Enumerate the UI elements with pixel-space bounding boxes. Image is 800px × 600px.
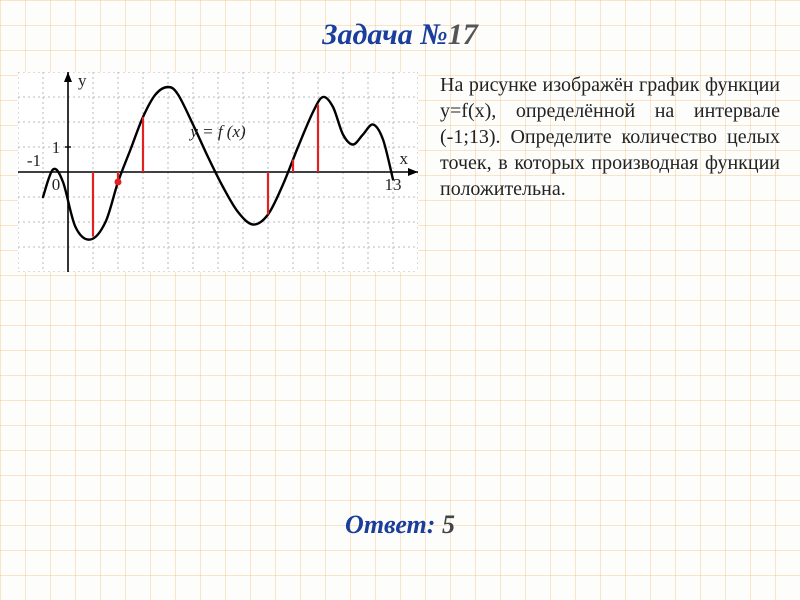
problem-statement: На рисунке изображён график функции y=f(…	[440, 72, 780, 202]
svg-text:13: 13	[385, 175, 402, 194]
svg-text:y = f (x): y = f (x)	[188, 122, 246, 141]
answer-label: Ответ	[345, 510, 427, 539]
problem-text-content: На рисунке изображён график функции y=f(…	[440, 74, 780, 200]
chart-svg: y x 0 1 -1 13 y = f (x)	[18, 72, 418, 272]
answer-value: 5	[442, 510, 455, 539]
problem-title: Задача №17	[0, 18, 800, 52]
svg-text:x: x	[400, 149, 409, 168]
svg-text:y: y	[78, 72, 87, 90]
function-chart: y x 0 1 -1 13 y = f (x)	[18, 72, 418, 272]
answer-colon: :	[427, 510, 442, 539]
title-number: 17	[448, 18, 478, 51]
answer-line: Ответ: 5	[0, 510, 800, 540]
svg-text:-1: -1	[27, 151, 41, 170]
svg-text:0: 0	[52, 175, 61, 194]
svg-text:1: 1	[52, 138, 61, 157]
title-word: Задача №	[322, 18, 447, 51]
